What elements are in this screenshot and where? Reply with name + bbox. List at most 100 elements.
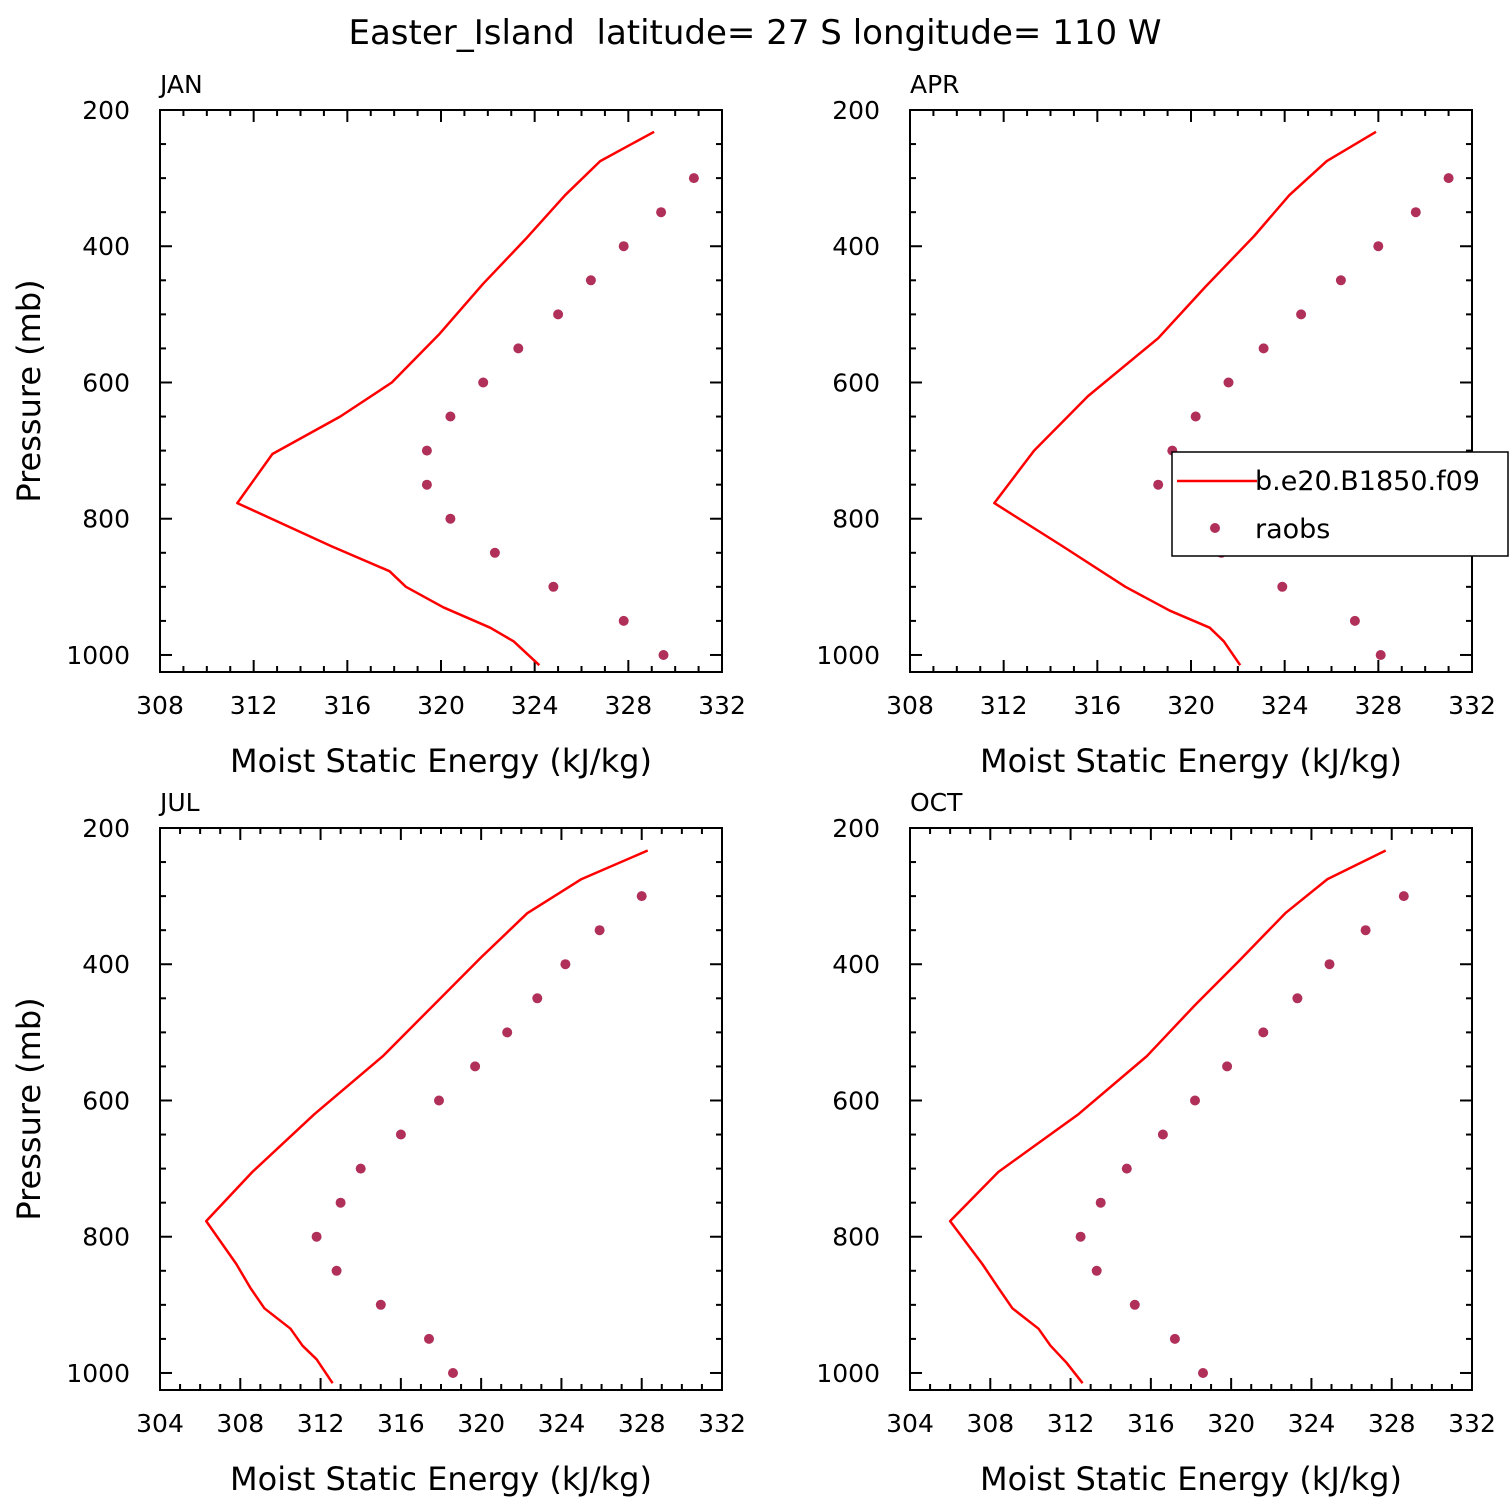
plot-frame [909, 109, 1473, 673]
raobs-point [1198, 1368, 1208, 1378]
raobs-point [335, 1197, 346, 1208]
raobs-point [1292, 993, 1303, 1004]
legend-entry-model: b.e20.B1850.f09 [1255, 466, 1480, 497]
x-tick-label: 320 [457, 1409, 505, 1438]
y-axis-title: Pressure (mb) [10, 997, 48, 1220]
x-tick-label: 320 [1167, 691, 1215, 720]
raobs-point [448, 1368, 458, 1378]
plot-frame [909, 827, 1473, 1391]
legend-box [1171, 451, 1509, 557]
x-axis-title: Moist Static Energy (kJ/kg) [230, 1460, 652, 1498]
x-tick-label: 312 [980, 691, 1028, 720]
y-tick-label: 600 [832, 368, 880, 397]
panel-label: OCT [910, 788, 963, 817]
panel-label: JAN [158, 70, 203, 99]
raobs-point [658, 650, 669, 660]
panel-jul: 304 308 312 316 320 324 328 332 200 400 600 800 1000… [10, 788, 746, 1498]
y-tick-label: 800 [832, 505, 880, 534]
x-tick-label: 332 [698, 691, 746, 720]
raobs-point [532, 993, 543, 1004]
x-tick-label: 320 [417, 691, 465, 720]
raobs-point [1129, 1299, 1140, 1310]
y-tick-label: 1000 [816, 641, 880, 670]
model-line [948, 849, 1387, 1384]
raobs-point [1190, 1095, 1200, 1106]
x-tick-label: 316 [1073, 691, 1121, 720]
x-tick-label: 308 [886, 691, 934, 720]
raobs-point [445, 513, 456, 524]
x-tick-label: 332 [698, 1409, 746, 1438]
x-tick-label: 316 [323, 691, 371, 720]
raobs-point [424, 1333, 434, 1344]
raobs-point [1258, 343, 1269, 354]
x-tick-label: 324 [1288, 1409, 1336, 1438]
y-tick-label: 1000 [66, 641, 130, 670]
x-tick-label: 308 [966, 1409, 1014, 1438]
panel-label: JUL [158, 788, 200, 817]
y-tick-label: 200 [832, 814, 880, 843]
raobs-point [560, 959, 571, 970]
plot-frame [159, 827, 723, 1391]
plot-frame [159, 109, 723, 673]
raobs-point [1398, 891, 1409, 902]
y-tick-label: 400 [82, 950, 130, 979]
raobs-point [331, 1265, 342, 1276]
y-tick-label: 800 [832, 1223, 880, 1252]
y-tick-label: 800 [82, 1223, 130, 1252]
x-tick-label: 308 [216, 1409, 264, 1438]
raobs-point [1121, 1163, 1132, 1174]
model-line [204, 849, 649, 1384]
x-tick-label: 312 [1047, 1409, 1095, 1438]
y-tick-label: 800 [82, 505, 130, 534]
x-tick-label: 328 [1354, 691, 1402, 720]
raobs-point [594, 925, 605, 936]
panel-apr: 308 312 316 320 324 328 332 200 400 600 800 1000 APR… [816, 70, 1495, 780]
y-tick-label: 200 [82, 96, 130, 125]
raobs-point [1410, 207, 1421, 218]
x-tick-label: 312 [297, 1409, 345, 1438]
raobs-point [1091, 1265, 1102, 1276]
legend-entry-raobs: raobs [1255, 514, 1330, 545]
raobs-point [636, 891, 647, 902]
legend-marker-swatch [1210, 523, 1220, 533]
y-tick-label: 400 [82, 232, 130, 261]
panel-oct: 304 308 312 316 320 324 328 332 200 400 600 800 1000… [816, 788, 1495, 1498]
raobs-point [355, 1163, 366, 1174]
x-axis-title: Moist Static Energy (kJ/kg) [980, 742, 1402, 780]
raobs-point [1324, 959, 1335, 970]
raobs-point [585, 275, 596, 286]
y-tick-label: 200 [82, 814, 130, 843]
raobs-point [489, 547, 500, 558]
x-tick-label: 320 [1207, 1409, 1255, 1438]
panel-label: APR [910, 70, 960, 99]
y-tick-label: 1000 [66, 1359, 130, 1388]
x-tick-label: 332 [1448, 1409, 1496, 1438]
legend: b.e20.B1850.f09 raobs [1171, 451, 1509, 557]
raobs-point [395, 1129, 406, 1140]
raobs-point [478, 377, 489, 388]
x-tick-label: 328 [604, 691, 652, 720]
raobs-point [1373, 241, 1384, 252]
raobs-point [1335, 275, 1346, 286]
raobs-point [688, 173, 699, 184]
raobs-point [1190, 411, 1201, 422]
y-tick-label: 600 [82, 368, 130, 397]
x-tick-label: 324 [538, 1409, 586, 1438]
raobs-point [1349, 615, 1360, 626]
panel-jan: 308 312 316 320 324 328 332 200 400 600 800 1000 JAN… [10, 70, 746, 780]
raobs-point [1360, 925, 1371, 936]
x-tick-label: 304 [886, 1409, 934, 1438]
raobs-point [1258, 1027, 1269, 1038]
x-tick-label: 328 [618, 1409, 666, 1438]
y-tick-label: 400 [832, 232, 880, 261]
y-tick-label: 600 [82, 1086, 130, 1115]
raobs-point [434, 1095, 444, 1106]
raobs-point [1277, 581, 1288, 592]
raobs-point [618, 615, 629, 626]
raobs-point [1157, 1129, 1168, 1140]
raobs-point [311, 1231, 322, 1242]
x-tick-label: 312 [230, 691, 278, 720]
raobs-point [1375, 650, 1386, 660]
x-tick-label: 316 [377, 1409, 425, 1438]
